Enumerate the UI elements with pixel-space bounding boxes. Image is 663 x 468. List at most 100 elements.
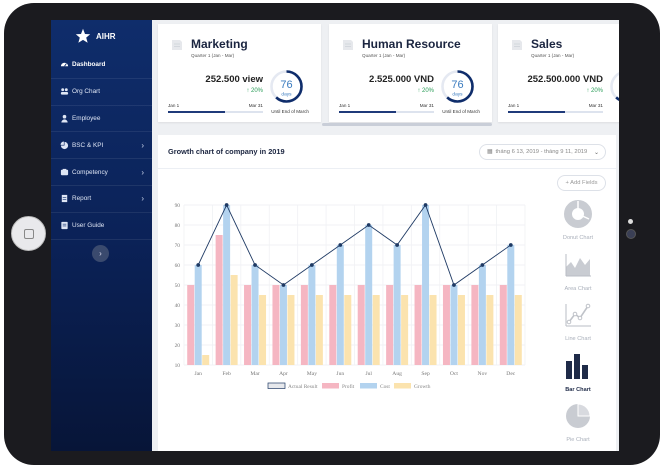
sidebar-item-label: User Guide [72,222,105,230]
actual-result-point-sep[interactable] [423,203,428,207]
bar-profit-feb[interactable] [215,235,223,365]
bar-profit-jan[interactable] [187,285,195,365]
actual-result-point-feb[interactable] [224,203,229,207]
guide-icon [59,221,69,231]
range-start: Jan 1 [168,103,180,108]
actual-result-point-oct[interactable] [452,283,456,287]
bar-cost-sep[interactable] [422,205,430,365]
sidebar-item-bsc-kpi[interactable]: BSC & KPI › [51,132,152,160]
bar-profit-apr[interactable] [272,285,280,365]
bar-profit-nov[interactable] [471,285,479,365]
app-logo[interactable]: AIHR [51,20,152,52]
actual-result-point-apr[interactable] [281,283,286,287]
bar-cost-dec[interactable] [507,245,515,365]
bar-profit-aug[interactable] [386,285,394,365]
sidebar-item-label: Org Chart [72,88,101,96]
kpi-card-marketing[interactable]: Marketing Quarter 1 (Jan - Mar) 252.500 vi… [158,24,321,122]
bar-cost-jun[interactable] [336,245,344,365]
bar-growth-jan[interactable] [202,355,210,365]
bar-cost-jan[interactable] [194,265,202,365]
chart-type-bar-chart[interactable]: Bar Chart [553,351,603,402]
chart-type-line-chart[interactable]: Line Chart [553,300,603,351]
bar-cost-jul[interactable] [365,225,373,365]
bar-cost-aug[interactable] [393,245,401,365]
x-tick-label: Nov [478,371,488,377]
card-amount: 2.525.000 VND [369,74,434,85]
competency-icon [59,167,69,177]
actual-result-point-mar[interactable] [253,263,257,267]
days-value: 76 [451,79,463,91]
sidebar: AIHR Dashboard Org Chart Employee BSC & KPI… [51,20,152,451]
bar-growth-apr[interactable] [287,295,295,365]
y-tick-label: 90 [175,203,181,209]
chart-type-donut-chart[interactable]: Donut Chart [553,199,603,250]
actual-result-point-may[interactable] [309,263,314,267]
actual-result-point-jul[interactable] [366,223,371,227]
date-range-value: tháng 6 13, 2019 - tháng 9 11, 2019 [495,149,588,155]
sidebar-item-org-chart[interactable]: Org Chart [51,79,152,106]
legend-profit[interactable]: Profit [322,383,355,390]
range-end: Mar 31 [419,103,434,108]
legend-growth[interactable]: Growth [394,383,431,390]
add-fields-button[interactable]: + Add Fields [557,175,606,191]
bar-growth-jun[interactable] [344,295,352,365]
sidebar-item-user-guide[interactable]: User Guide [51,213,152,240]
bar-cost-apr[interactable] [279,285,287,365]
progress-fill [168,111,225,113]
chart-type-pie-chart[interactable]: Pie Chart [553,401,603,451]
range-start: Jan 1 [339,103,351,108]
bar-cost-nov[interactable] [478,265,486,365]
y-tick-label: 20 [175,343,181,349]
kpi-card-sales[interactable]: Sales Quarter 1 (Jan - Mar) 252.500.000 VN… [498,24,619,122]
bar-cost-mar[interactable] [251,265,259,365]
bar-growth-dec[interactable] [514,295,522,365]
quarter-progress: Jan 1 Mar 31 [508,103,603,113]
card-amount: 252.500 view [205,74,263,85]
home-button[interactable] [11,216,46,251]
bar-cost-oct[interactable] [450,285,458,365]
document-icon [170,38,184,52]
bar-profit-jun[interactable] [329,285,337,365]
bar-cost-may[interactable] [308,265,316,365]
actual-result-point-aug[interactable] [395,243,400,247]
bar-growth-oct[interactable] [457,295,465,365]
until-label: Until End of March [271,109,309,114]
collapse-sidebar-button[interactable]: › [92,245,109,262]
bar-profit-mar[interactable] [244,285,252,365]
actual-result-point-nov[interactable] [480,263,485,267]
cards-scrollbar[interactable] [322,123,492,126]
bar-profit-jul[interactable] [357,285,365,365]
legend-actual-result[interactable]: Actual Result [267,382,318,390]
report-icon [59,194,69,204]
sidebar-item-competency[interactable]: Competency › [51,159,152,186]
y-tick-label: 80 [175,223,181,229]
actual-result-point-jan[interactable] [196,263,201,267]
bar-growth-mar[interactable] [259,295,267,365]
bar-growth-nov[interactable] [486,295,494,365]
chart-type-label: Area Chart [564,285,592,292]
bar-growth-may[interactable] [315,295,323,365]
sidebar-item-dashboard[interactable]: Dashboard [51,52,152,79]
legend-cost[interactable]: Cost [360,383,390,390]
bar-profit-sep[interactable] [414,285,422,365]
bar-growth-sep[interactable] [429,295,437,365]
app-screen: AIHR Dashboard Org Chart Employee BSC & KPI… [51,20,619,451]
bar-profit-may[interactable] [300,285,308,365]
bar-growth-jul[interactable] [372,295,380,365]
actual-result-point-jun[interactable] [338,243,343,247]
bar-cost-feb[interactable] [223,205,231,365]
bar-growth-aug[interactable] [401,295,409,365]
bar-growth-feb[interactable] [230,275,238,365]
card-title: Marketing [191,37,248,51]
card-subtitle: Quarter 1 (Jan - Mar) [362,53,406,58]
date-range-picker[interactable]: ▦ tháng 6 13, 2019 - tháng 9 11, 2019 ⌄ [479,144,606,160]
days-label: days [452,92,463,98]
sidebar-item-employee[interactable]: Employee [51,106,152,133]
bar-profit-dec[interactable] [499,285,507,365]
kpi-card-human-resource[interactable]: Human Resource Quarter 1 (Jan - Mar) 2.525… [329,24,492,122]
sidebar-item-report[interactable]: Report › [51,186,152,213]
actual-result-point-dec[interactable] [508,243,513,247]
bar-profit-oct[interactable] [442,285,450,365]
chart-type-area-chart[interactable]: Area Chart [553,250,603,301]
